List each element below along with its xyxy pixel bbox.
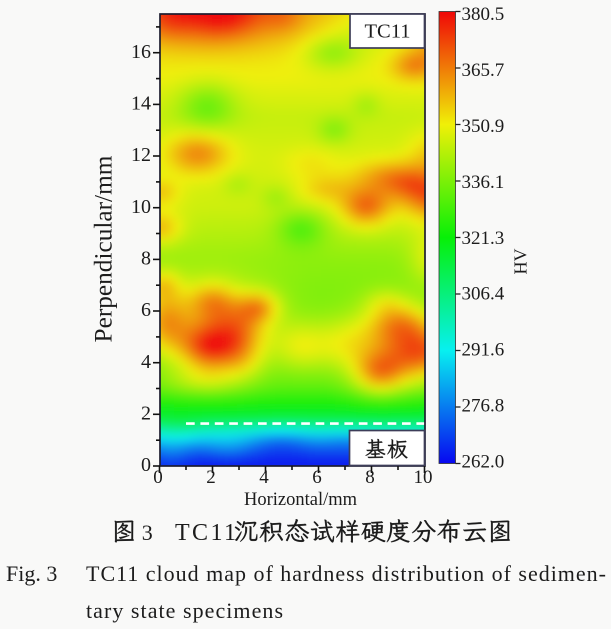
svg-text:16: 16 — [131, 41, 151, 63]
svg-text:3: 3 — [142, 520, 153, 545]
svg-text:TC11: TC11 — [365, 21, 411, 43]
svg-text:10: 10 — [414, 467, 433, 488]
svg-text:6: 6 — [312, 467, 322, 488]
svg-text:365.7: 365.7 — [462, 60, 505, 81]
svg-text:TC11: TC11 — [175, 520, 238, 546]
svg-text:350.9: 350.9 — [462, 116, 505, 137]
svg-text:0: 0 — [153, 467, 163, 488]
svg-text:HV: HV — [511, 249, 531, 275]
svg-text:Horizontal/mm: Horizontal/mm — [244, 490, 358, 510]
svg-text:380.5: 380.5 — [462, 4, 505, 25]
svg-text:336.1: 336.1 — [462, 172, 505, 193]
svg-text:TC11 cloud map of hardness dis: TC11 cloud map of hardness distribution … — [86, 561, 606, 586]
svg-text:Perpendicular/mm: Perpendicular/mm — [90, 155, 118, 342]
svg-text:306.4: 306.4 — [462, 284, 505, 305]
svg-text:0: 0 — [141, 454, 151, 476]
svg-text:321.3: 321.3 — [462, 228, 505, 249]
svg-text:6: 6 — [141, 299, 151, 321]
svg-text:4: 4 — [259, 467, 269, 488]
svg-text:8: 8 — [141, 248, 151, 270]
svg-text:14: 14 — [131, 93, 151, 115]
svg-text:Fig. 3: Fig. 3 — [6, 561, 57, 586]
svg-text:8: 8 — [365, 467, 375, 488]
svg-text:291.6: 291.6 — [462, 340, 505, 361]
svg-text:4: 4 — [141, 351, 151, 373]
svg-text:12: 12 — [131, 144, 151, 166]
svg-text:262.0: 262.0 — [462, 451, 505, 472]
svg-text:276.8: 276.8 — [462, 395, 505, 416]
svg-text:10: 10 — [131, 196, 151, 218]
svg-text:2: 2 — [206, 467, 216, 488]
svg-text:2: 2 — [141, 403, 151, 425]
svg-text:tary state specimens: tary state specimens — [86, 598, 283, 623]
